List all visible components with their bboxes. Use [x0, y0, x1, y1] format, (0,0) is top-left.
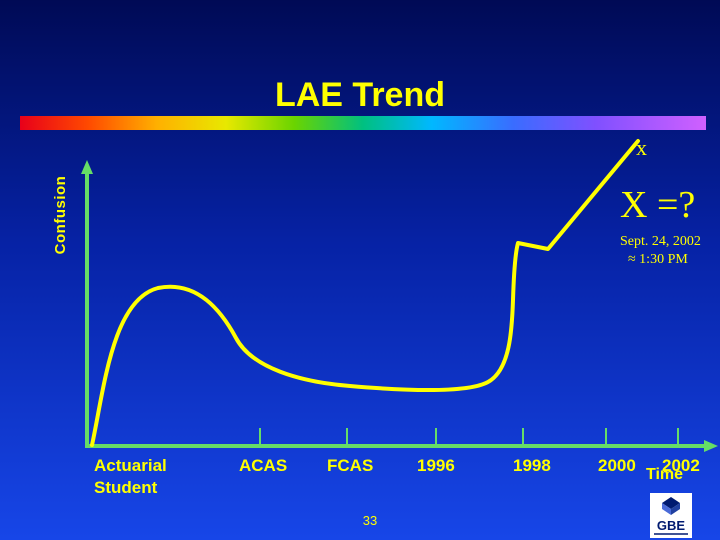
category-label: Actuarial Student	[94, 456, 167, 497]
x-axis-arrowhead	[704, 440, 718, 452]
category-label: ACAS	[239, 456, 288, 475]
date-line: Sept. 24, 2002	[620, 234, 701, 249]
x-question: X =?	[620, 184, 696, 226]
company-logo: GBE	[650, 493, 692, 538]
category-label: 2002	[662, 456, 700, 475]
category-label: 1996	[417, 456, 455, 475]
slide-title: LAE Trend	[274, 76, 446, 114]
x-marker: x	[636, 135, 647, 160]
time-line: ≈ 1:30 PM	[628, 252, 688, 267]
rainbow-divider	[20, 116, 706, 130]
x-axis-label: Time	[646, 466, 684, 483]
category-label: 1998	[513, 456, 551, 475]
y-axis-arrowhead	[81, 160, 93, 174]
page-number: 33	[362, 513, 378, 528]
category-label: 2000	[598, 456, 636, 475]
category-label: FCAS	[327, 456, 374, 475]
logo-text: GBE	[657, 518, 686, 533]
confusion-curve	[90, 139, 640, 447]
